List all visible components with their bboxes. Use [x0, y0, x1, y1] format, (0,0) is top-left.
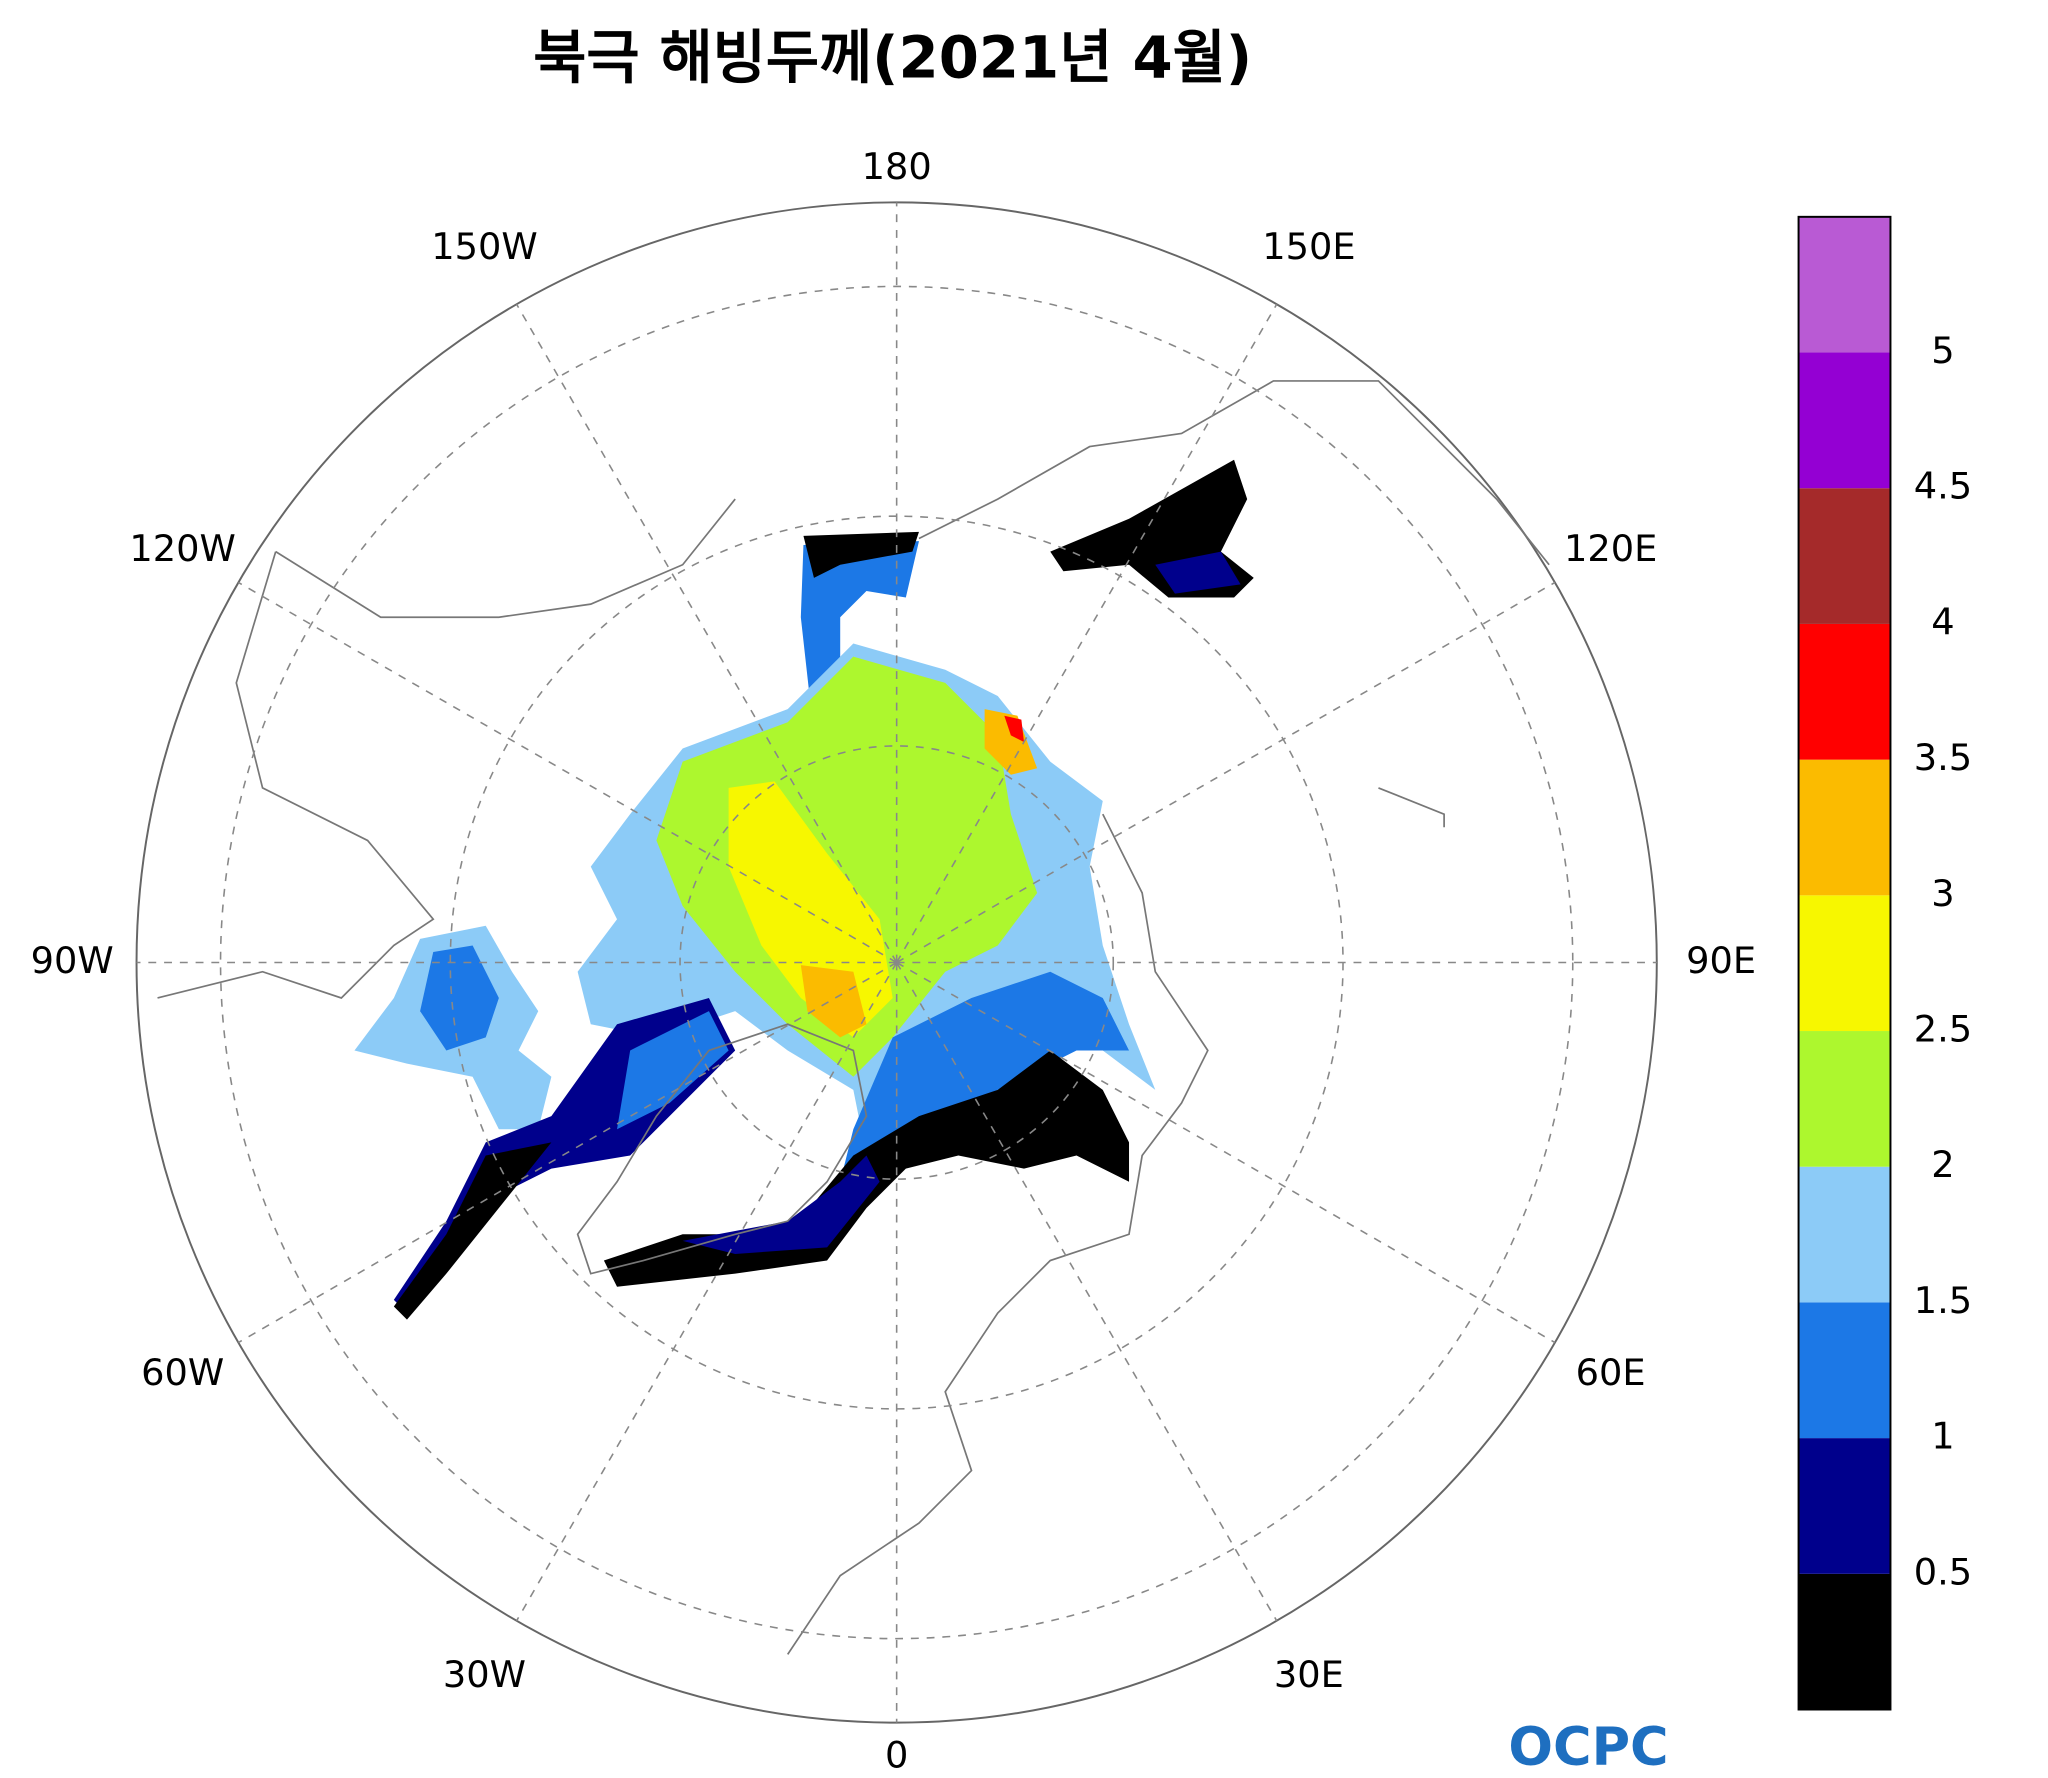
meridian-line: [895, 303, 1278, 963]
colorbar-label: 0.5: [1914, 1550, 1972, 1593]
greenland: [576, 1023, 868, 1275]
meridian-line: [237, 581, 898, 964]
north-america-coast: [157, 551, 435, 999]
alaska-coast: [275, 498, 736, 619]
meridian-label: 180: [862, 145, 932, 188]
ice-thicker: [800, 965, 867, 1038]
colorbar-label: 5: [1931, 329, 1954, 372]
colorbar-label: 4: [1931, 600, 1954, 643]
colorbar: 0.5 1 1.5 2 2.5 3 3.5 4 4.5 5: [1797, 215, 1972, 1711]
ice-baffin-mid: [617, 1011, 729, 1130]
meridian-label: 150E: [1262, 225, 1355, 268]
ice-hudson-mid: [420, 945, 499, 1051]
colorbar-bin: [1798, 1438, 1891, 1574]
colorbar-bin: [1798, 488, 1891, 624]
ice-okhotsk-mid: [1155, 551, 1241, 594]
map-title: 북극 해빙두께(2021년 4월): [533, 24, 1252, 92]
polar-map: 0 30E 60E 90E 120E 150E 180 150W 120W 90W 60W 30W: [31, 145, 1756, 1777]
colorbar-bin: [1798, 1302, 1891, 1439]
colorbar-label: 1: [1931, 1415, 1954, 1458]
colorbar-bin: [1798, 1573, 1891, 1710]
meridian-line: [515, 962, 898, 1622]
meridian-label: 150W: [431, 225, 537, 268]
colorbar-bin: [1798, 759, 1891, 896]
colorbar-label: 2: [1931, 1143, 1954, 1186]
europe-coast: [786, 813, 1209, 1655]
meridian-label: 120W: [129, 527, 235, 570]
meridian-line: [515, 303, 898, 963]
colorbar-label: 1.5: [1914, 1279, 1972, 1322]
island-coast: [1378, 787, 1445, 828]
sea-ice: [354, 459, 1254, 1320]
colorbar-bin: [1798, 352, 1891, 489]
meridian-label: 60E: [1576, 1351, 1646, 1394]
ice-bering-thin: [803, 531, 919, 578]
colorbar-label: 3: [1931, 872, 1954, 915]
meridian-line: [896, 581, 1556, 964]
colorbar-bin: [1798, 623, 1891, 760]
siberia-coast: [918, 380, 1550, 566]
ice-thickest: [1004, 715, 1024, 742]
ice-thicker-east: [984, 709, 1038, 775]
colorbar-label: 4.5: [1914, 465, 1972, 508]
graticule: 0 30E 60E 90E 120E 150E 180 150W 120W 90W 60W 30W: [31, 145, 1756, 1777]
logo: OCPC: [1508, 1717, 1668, 1778]
meridian-label: 90W: [31, 939, 114, 982]
latitude-circle: [679, 745, 1115, 1180]
colorbar-frame: [1797, 215, 1892, 1711]
meridian-line: [895, 962, 1278, 1622]
colorbar-label: 2.5: [1914, 1008, 1972, 1051]
meridian-label: 30E: [1274, 1653, 1344, 1696]
colorbar-label: 3.5: [1914, 736, 1972, 779]
ice-margin-mid: [682, 1155, 880, 1254]
colorbar-bin: [1798, 1031, 1891, 1167]
latitude-circle: [219, 285, 1574, 1640]
meridian-label: 30W: [443, 1653, 526, 1696]
meridian-line: [237, 961, 898, 1344]
meridian-label: 0: [885, 1733, 908, 1776]
meridian-line: [896, 961, 1556, 1344]
meridian-label: 90E: [1686, 939, 1756, 982]
ice-central: [656, 656, 1038, 1077]
ice-labrador: [393, 1142, 552, 1320]
coastlines: [157, 380, 1550, 1655]
colorbar-bin: [1798, 895, 1891, 1032]
meridian-label: 120E: [1564, 527, 1657, 570]
meridian-label: 60W: [141, 1351, 224, 1394]
colorbar-bin: [1798, 1166, 1891, 1303]
colorbar-bin: [1798, 216, 1891, 353]
